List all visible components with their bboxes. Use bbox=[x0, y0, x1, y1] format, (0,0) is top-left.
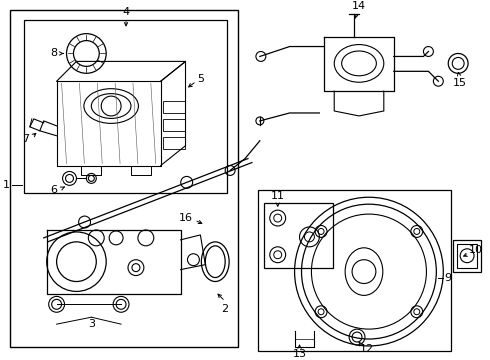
Text: 6: 6 bbox=[50, 185, 57, 195]
Bar bbox=[10, 10, 238, 347]
Bar bbox=[457, 244, 477, 267]
Bar bbox=[264, 203, 333, 267]
Text: 16: 16 bbox=[178, 213, 193, 223]
Text: 15: 15 bbox=[453, 78, 467, 88]
Text: 10: 10 bbox=[469, 245, 483, 255]
Text: 14: 14 bbox=[352, 1, 366, 11]
Text: 4: 4 bbox=[122, 7, 129, 17]
Text: 12: 12 bbox=[360, 344, 374, 354]
Text: 11: 11 bbox=[270, 191, 285, 201]
Text: 5: 5 bbox=[197, 74, 204, 84]
Text: 9: 9 bbox=[445, 273, 452, 283]
Bar bbox=[24, 20, 227, 193]
Bar bbox=[453, 240, 481, 271]
Text: 3: 3 bbox=[88, 319, 95, 329]
Bar bbox=[163, 101, 185, 113]
Bar bbox=[163, 137, 185, 149]
Text: 2: 2 bbox=[221, 304, 229, 314]
Text: 7: 7 bbox=[23, 134, 29, 144]
Text: 13: 13 bbox=[293, 349, 307, 359]
Bar bbox=[163, 119, 185, 131]
Bar bbox=[258, 190, 451, 351]
Text: 1: 1 bbox=[2, 180, 10, 190]
Text: 8: 8 bbox=[50, 49, 57, 58]
